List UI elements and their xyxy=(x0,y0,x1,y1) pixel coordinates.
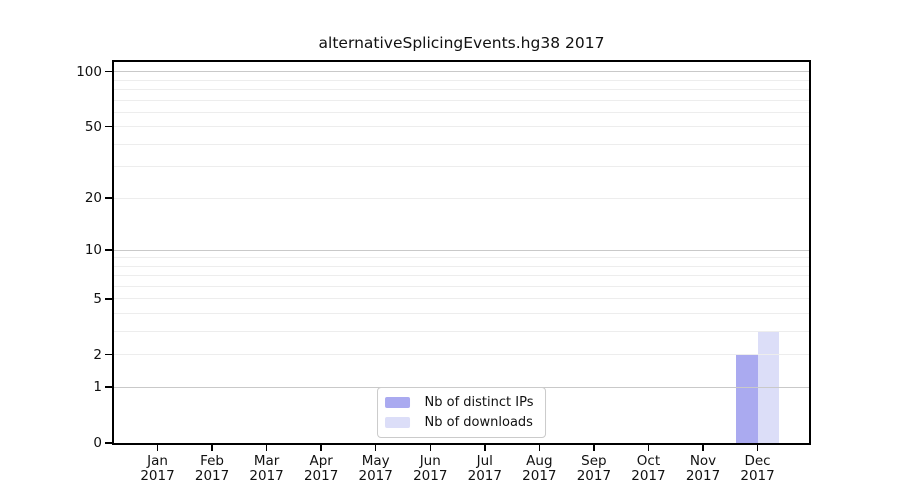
x-tick-year-may: 2017 xyxy=(358,467,393,484)
minor-gridline-5 xyxy=(114,298,809,300)
minor-gridline-90 xyxy=(114,79,809,81)
x-tick-nov xyxy=(702,445,704,451)
minor-gridline-6 xyxy=(114,285,809,287)
x-tick-label-may: May 2017 xyxy=(344,454,408,483)
axis-layer: 0 1 2 5 10 20 50 100 Jan 2017 Feb 2017 Mar 2017 Apr 201… xyxy=(76,62,809,483)
legend-entry-downloads: Nb of downloads xyxy=(384,413,534,432)
legend-swatch-distinct-ips-icon xyxy=(384,397,410,408)
legend-label-distinct-ips: Nb of distinct IPs xyxy=(424,395,534,410)
minor-gridline-3 xyxy=(114,330,809,332)
bar-nb-of-distinct-ips-dec xyxy=(736,354,758,443)
minor-gridline-2 xyxy=(114,354,809,356)
plot-area: 0 1 2 5 10 20 50 100 Jan 2017 Feb 2017 Mar 2017 Apr 201… xyxy=(76,60,811,483)
x-tick-year-apr: 2017 xyxy=(303,467,339,484)
x-tick-month-oct: Oct xyxy=(636,453,661,469)
legend-swatch-downloads-icon xyxy=(384,417,410,428)
x-tick-mar xyxy=(265,445,268,451)
x-tick-label-jan: Jan 2017 xyxy=(126,454,190,483)
y-tick-label-2: 2 xyxy=(93,346,102,363)
x-tick-month-jun: Jun xyxy=(419,453,441,469)
major-gridline-100 xyxy=(114,71,809,73)
minor-gridline-50 xyxy=(114,126,809,128)
minor-gridline-4 xyxy=(114,313,809,315)
y-tick-label-100: 100 xyxy=(76,63,102,80)
x-tick-jun xyxy=(429,445,431,451)
x-tick-label-feb: Feb 2017 xyxy=(180,454,244,483)
x-tick-year-aug: 2017 xyxy=(522,467,557,484)
y-tick-10 xyxy=(105,249,112,251)
x-tick-month-sep: Sep xyxy=(581,453,607,469)
minor-gridline-80 xyxy=(114,88,809,90)
x-tick-label-nov: Nov 2017 xyxy=(671,454,735,483)
x-tick-month-feb: Feb xyxy=(200,453,224,469)
legend-entry-distinct-ips: Nb of distinct IPs xyxy=(384,393,534,412)
minor-gridline-20 xyxy=(114,197,809,199)
legend: Nb of distinct IPs Nb of downloads xyxy=(376,387,547,438)
minor-gridline-7 xyxy=(114,275,809,277)
y-tick-label-0: 0 xyxy=(93,435,102,451)
x-tick-year-jan: 2017 xyxy=(140,467,175,484)
y-tick-label-20: 20 xyxy=(84,190,102,207)
legend-label-downloads: Nb of downloads xyxy=(424,415,533,430)
x-tick-jul xyxy=(484,445,486,451)
y-tick-0 xyxy=(105,442,112,444)
x-tick-feb xyxy=(211,445,213,451)
x-tick-month-may: May xyxy=(361,453,390,469)
y-tick-label-10: 10 xyxy=(84,242,102,259)
x-tick-year-oct: 2017 xyxy=(631,467,666,484)
x-tick-dec xyxy=(756,445,759,451)
x-tick-aug xyxy=(538,445,541,451)
y-tick-5 xyxy=(105,298,112,300)
y-tick-20 xyxy=(105,197,112,199)
minor-gridline-8 xyxy=(114,265,809,267)
major-gridline-10 xyxy=(114,249,809,251)
x-tick-month-jul: Jul xyxy=(476,453,493,469)
x-tick-may xyxy=(374,445,377,451)
y-tick-label-1: 1 xyxy=(93,379,102,396)
x-tick-year-mar: 2017 xyxy=(249,467,284,484)
y-tick-100 xyxy=(105,70,112,73)
x-tick-year-jul: 2017 xyxy=(467,467,502,484)
minor-gridline-30 xyxy=(114,166,809,168)
minor-gridline-40 xyxy=(114,143,809,145)
y-tick-50 xyxy=(105,125,112,128)
y-tick-label-50: 50 xyxy=(84,118,102,135)
x-tick-year-feb: 2017 xyxy=(194,467,230,484)
x-tick-year-nov: 2017 xyxy=(685,467,721,484)
chart-title: alternativeSplicingEvents.hg38 2017 xyxy=(318,34,605,52)
x-tick-label-sep: Sep 2017 xyxy=(562,454,626,483)
x-tick-sep xyxy=(593,445,595,451)
x-tick-label-apr: Apr 2017 xyxy=(289,454,353,483)
x-tick-year-dec: 2017 xyxy=(740,467,775,484)
x-tick-year-sep: 2017 xyxy=(576,467,612,484)
x-tick-label-aug: Aug 2017 xyxy=(507,454,571,483)
x-tick-year-jun: 2017 xyxy=(413,467,448,484)
y-tick-2 xyxy=(105,353,112,356)
minor-gridline-70 xyxy=(114,99,809,101)
x-tick-label-mar: Mar 2017 xyxy=(235,454,299,483)
x-tick-oct xyxy=(647,445,650,451)
x-tick-jan xyxy=(156,445,159,451)
x-tick-apr xyxy=(320,445,322,451)
x-tick-label-jun: Jun 2017 xyxy=(398,454,462,483)
x-tick-label-oct: Oct 2017 xyxy=(616,454,680,483)
x-tick-month-mar: Mar xyxy=(253,453,280,469)
x-tick-month-apr: Apr xyxy=(309,453,333,469)
x-tick-month-dec: Dec xyxy=(744,453,771,469)
y-tick-1 xyxy=(105,386,112,388)
x-tick-label-jul: Jul 2017 xyxy=(453,454,517,483)
minor-gridline-9 xyxy=(114,257,809,259)
x-tick-month-aug: Aug xyxy=(526,453,553,469)
x-tick-month-jan: Jan xyxy=(147,453,168,469)
x-tick-month-nov: Nov xyxy=(689,453,717,469)
minor-gridline-60 xyxy=(114,111,809,113)
y-tick-label-5: 5 xyxy=(93,290,102,307)
x-tick-label-dec: Dec 2017 xyxy=(726,454,790,483)
